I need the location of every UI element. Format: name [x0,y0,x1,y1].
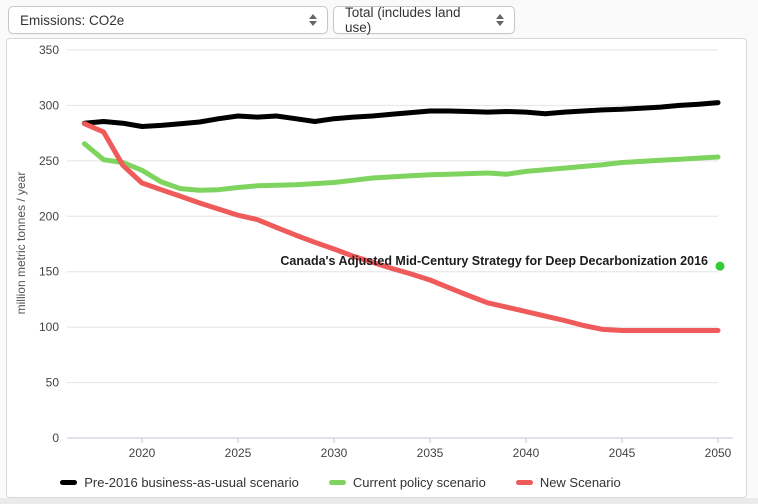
y-tick-label-200: 200 [39,209,59,223]
emissions-chart: 0 50 100 150 200 250 300 350 2020 2025 2030 2035 204… [39,43,733,460]
series-line-pre-2016-business-as-usual-scenario [81,100,721,129]
legend-swatch-bau-icon [60,480,78,485]
legend-item-new-scenario[interactable]: New Scenario [515,475,621,490]
y-tick-label-300: 300 [39,98,59,112]
x-tick-label-2030: 2030 [321,446,348,460]
y-axis-title: million metric tonnes / year [14,171,28,315]
x-tick-label-2025: 2025 [225,446,252,460]
y-tick-label-50: 50 [46,376,60,390]
legend-swatch-current-policy-icon [328,480,346,485]
select-updown-icon [496,14,504,26]
chart-panel: 0 50 100 150 200 250 300 350 2020 2025 2030 2035 204… [6,38,747,498]
breakdown-select-value: Total (includes land use) [345,5,461,35]
x-tick-label-2035: 2035 [417,446,444,460]
legend-label-bau: Pre-2016 business-as-usual scenario [84,475,299,490]
y-tick-label-100: 100 [39,320,59,334]
breakdown-select[interactable]: Total (includes land use) [333,5,515,35]
x-tick-label-2045: 2045 [609,446,636,460]
x-tick-label-2040: 2040 [513,446,540,460]
metric-select-value: Emissions: CO2e [20,12,125,28]
select-updown-icon [309,14,317,26]
y-tick-label-150: 150 [39,265,59,279]
y-tick-label-250: 250 [39,154,59,168]
legend-swatch-new-scenario-icon [515,480,533,485]
legend-label-new-scenario: New Scenario [539,475,621,490]
legend-item-bau[interactable]: Pre-2016 business-as-usual scenario [60,475,299,490]
x-tick-label-2050: 2050 [705,446,732,460]
bottom-strip [0,498,758,504]
series-line-new-scenario [81,121,721,333]
chart-legend: Pre-2016 business-as-usual scenario Curr… [7,475,746,490]
legend-label-current-policy: Current policy scenario [352,475,486,490]
y-tick-label-350: 350 [39,43,59,57]
series-line-current-policy-scenario [81,141,721,193]
milestone-dot-icon [715,261,725,271]
x-tick-label-2020: 2020 [129,446,156,460]
milestone-annotation: Canada's Adjusted Mid-Century Strategy f… [280,254,708,268]
metric-select[interactable]: Emissions: CO2e [8,6,328,34]
y-tick-label-0: 0 [52,431,59,445]
legend-item-current-policy[interactable]: Current policy scenario [328,475,486,490]
